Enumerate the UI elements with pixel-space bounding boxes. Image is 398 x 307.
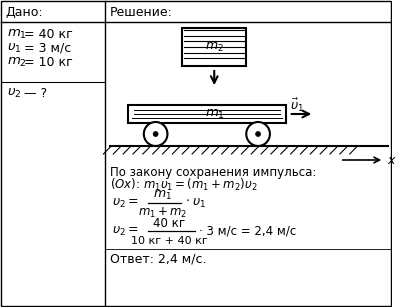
- Text: Дано:: Дано:: [5, 6, 43, 18]
- Circle shape: [256, 131, 261, 137]
- Text: По закону сохранения импульса:: По закону сохранения импульса:: [110, 165, 317, 178]
- Circle shape: [246, 122, 270, 146]
- Text: $(Ox)$: $m_1\upsilon_1 = (m_1 + m_2)\upsilon_2$: $(Ox)$: $m_1\upsilon_1 = (m_1 + m_2)\ups…: [110, 177, 258, 193]
- Text: = 3 м/с: = 3 м/с: [23, 41, 71, 55]
- Circle shape: [144, 122, 168, 146]
- Text: — ?: — ?: [23, 87, 47, 99]
- Text: = 10 кг: = 10 кг: [23, 56, 72, 68]
- Text: 10 кг + 40 кг: 10 кг + 40 кг: [131, 236, 208, 246]
- Text: $m_1$: $m_1$: [153, 188, 172, 202]
- Text: $\upsilon_2 =$: $\upsilon_2 =$: [112, 196, 139, 210]
- Bar: [128, 105, 286, 123]
- Text: Решение:: Решение:: [109, 6, 172, 18]
- Text: $\cdot\;\upsilon_1$: $\cdot\;\upsilon_1$: [185, 196, 207, 210]
- Bar: [182, 28, 246, 66]
- Text: $\upsilon_2 =$: $\upsilon_2 =$: [112, 224, 139, 238]
- Text: $m_1$: $m_1$: [7, 27, 27, 41]
- Text: · 3 м/с = 2,4 м/с: · 3 м/с = 2,4 м/с: [199, 224, 296, 238]
- Text: $m_2$: $m_2$: [7, 56, 27, 68]
- Text: $\upsilon_1$: $\upsilon_1$: [7, 41, 21, 55]
- Text: $m_1$: $m_1$: [205, 107, 225, 121]
- Text: Ответ: 2,4 м/с.: Ответ: 2,4 м/с.: [110, 252, 207, 266]
- Text: $m_2$: $m_2$: [205, 41, 224, 53]
- Text: $\upsilon_2$: $\upsilon_2$: [7, 87, 21, 99]
- Text: $\vec{\upsilon}_1$: $\vec{\upsilon}_1$: [290, 96, 304, 114]
- Circle shape: [153, 131, 158, 137]
- Text: $x$: $x$: [387, 154, 397, 166]
- Text: = 40 кг: = 40 кг: [23, 28, 72, 41]
- Text: $m_1 + m_2$: $m_1 + m_2$: [138, 206, 187, 220]
- Text: 40 кг: 40 кг: [153, 216, 185, 230]
